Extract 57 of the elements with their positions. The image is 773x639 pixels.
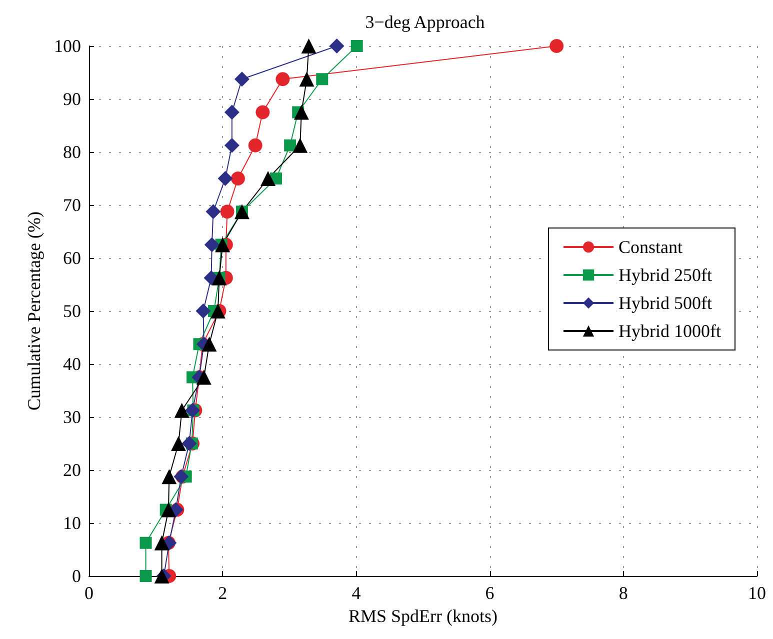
point: [248, 138, 262, 152]
point: [206, 204, 221, 220]
x-tick-label: 6: [485, 583, 494, 603]
point: [162, 469, 177, 484]
legend-label: Constant: [618, 237, 683, 257]
y-tick-label: 50: [63, 301, 81, 321]
y-tick-label: 90: [63, 89, 81, 109]
point: [196, 370, 212, 385]
y-tick-label: 60: [63, 248, 81, 268]
point: [550, 39, 564, 53]
point: [224, 104, 240, 120]
chart-title: 3−deg Approach: [365, 12, 485, 32]
y-tick-label: 100: [54, 36, 81, 56]
y-tick-label: 10: [63, 513, 81, 533]
point: [202, 336, 217, 352]
point: [284, 139, 296, 152]
x-tick-label: 10: [748, 583, 766, 603]
x-axis-title: RMS SpdErr (knots): [348, 606, 498, 626]
x-tick-label: 0: [84, 583, 94, 603]
point: [276, 72, 290, 86]
point: [215, 237, 230, 252]
point: [224, 138, 240, 153]
y-tick-label: 40: [63, 354, 81, 374]
legend-label: Hybrid 1000ft: [618, 321, 722, 341]
point: [182, 436, 197, 451]
point: [204, 237, 220, 252]
point: [171, 436, 186, 451]
point: [234, 72, 250, 87]
y-tick-label: 80: [63, 142, 81, 162]
x-tick-label: 2: [218, 583, 228, 603]
y-tick-label: 0: [72, 566, 81, 586]
y-tick-label: 70: [63, 195, 81, 215]
y-tick-label: 30: [63, 407, 81, 427]
point: [154, 535, 170, 550]
point: [220, 204, 234, 219]
point: [294, 104, 309, 120]
point: [301, 38, 316, 54]
legend-label: Hybrid 500ft: [618, 293, 712, 313]
point: [329, 38, 344, 54]
y-tick-label: 20: [63, 460, 81, 480]
point: [230, 172, 245, 186]
point: [174, 402, 190, 418]
point: [316, 73, 328, 86]
x-tick-label: 4: [352, 583, 361, 603]
point: [292, 138, 308, 153]
point: [218, 171, 233, 186]
point: [350, 40, 363, 52]
legend-label: Hybrid 250ft: [618, 265, 712, 285]
point: [140, 570, 152, 582]
y-axis-title: Cumulative Percentage (%): [24, 212, 44, 410]
point: [260, 171, 276, 186]
point: [140, 536, 152, 549]
x-tick-label: 8: [618, 583, 628, 603]
point: [299, 72, 314, 87]
point: [196, 304, 211, 318]
point: [160, 502, 176, 518]
point: [256, 105, 270, 120]
